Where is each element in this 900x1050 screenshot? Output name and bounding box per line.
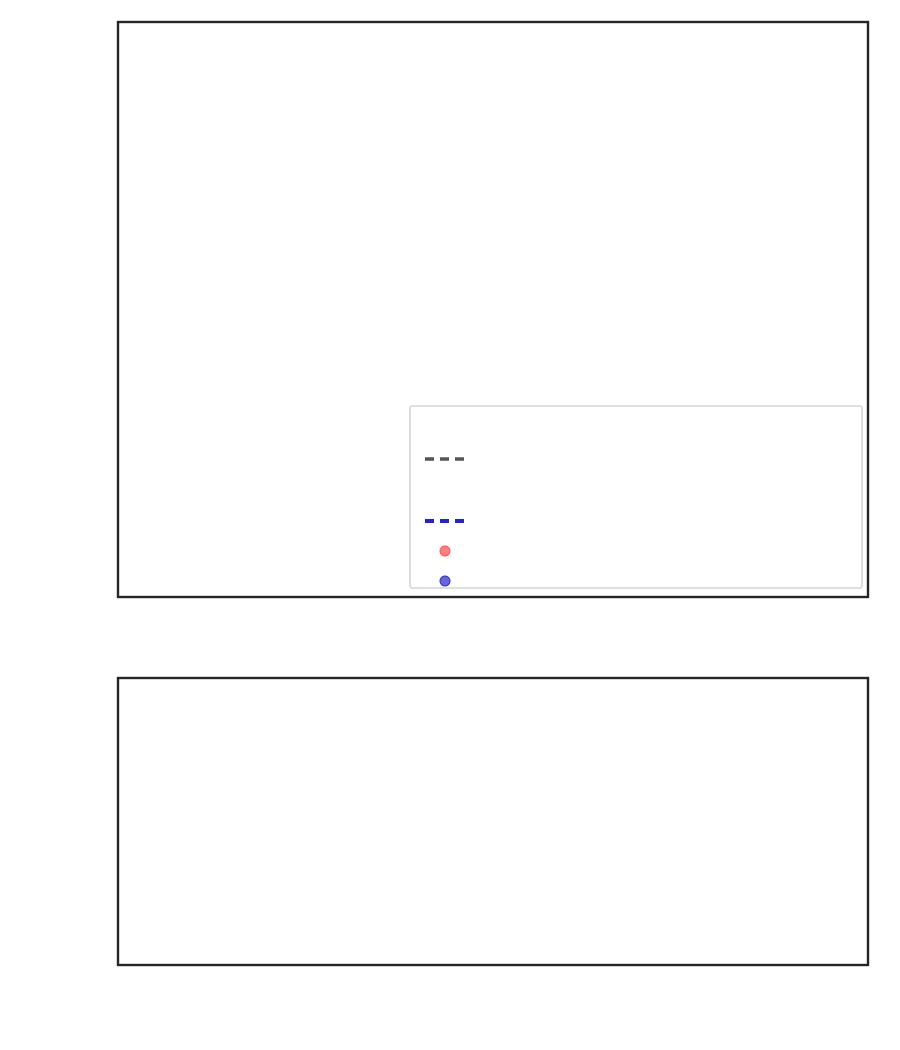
calibration-axes-frame [116, 20, 870, 599]
legend-marker-dot-blue [439, 575, 451, 587]
legend-marker-dot-red [439, 545, 451, 557]
legend-background [409, 405, 863, 589]
calibration-panel [116, 20, 870, 599]
residuals-panel [116, 676, 870, 967]
legend-entry-corrected [439, 575, 451, 587]
residuals-axes-frame [116, 676, 870, 967]
legend-entry-raw [439, 545, 451, 557]
legend[interactable] [409, 405, 863, 589]
